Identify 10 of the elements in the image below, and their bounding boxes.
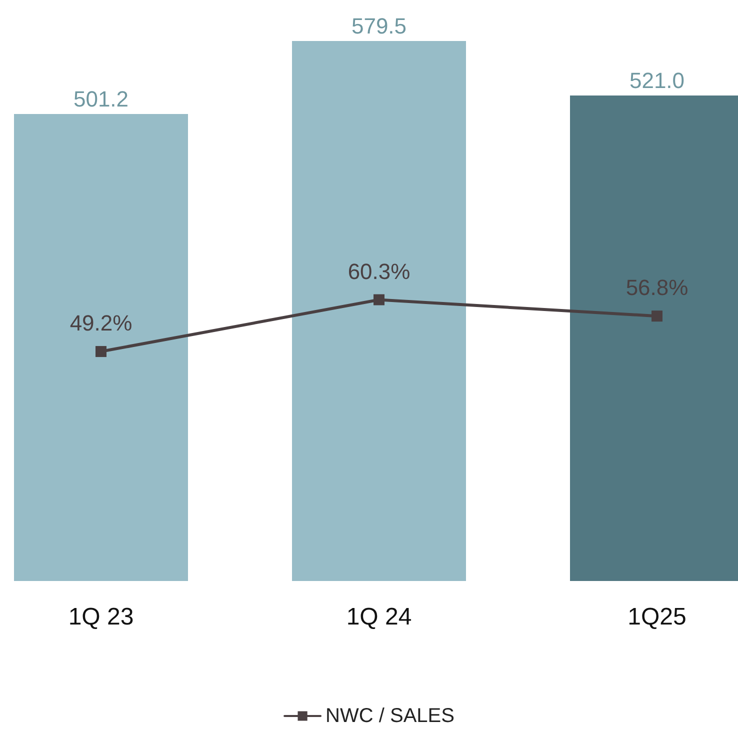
x-tick-label: 1Q 24 [346, 604, 412, 630]
x-tick-label: 1Q25 [628, 604, 686, 630]
data-label: 49.2% [70, 310, 132, 336]
data-label: 521.0 [629, 68, 685, 94]
data-label: 579.5 [351, 14, 407, 38]
legend-label: NWC / SALES [326, 705, 454, 727]
data-label: 501.2 [73, 86, 129, 112]
x-tick-label: 1Q 23 [68, 604, 134, 630]
data-label: 56.8% [626, 275, 688, 300]
data-label: 60.3% [348, 258, 410, 284]
